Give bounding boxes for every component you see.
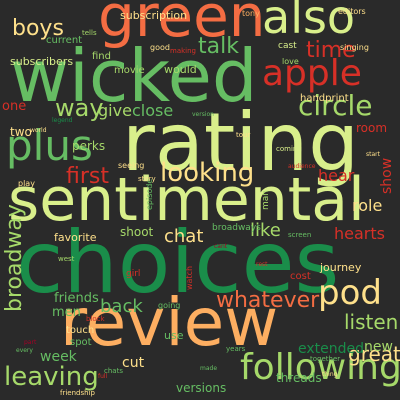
word-screen: screen	[288, 231, 312, 239]
word-use: use	[164, 329, 184, 342]
word-pod: pod	[318, 273, 382, 313]
word-handprint: handprint	[300, 93, 349, 104]
word-first: first	[66, 164, 109, 189]
word-give: give	[98, 101, 132, 120]
word-cant: cant	[214, 243, 228, 250]
word-going: going	[158, 301, 181, 310]
word-rating: rating	[122, 96, 359, 189]
word-circle: circle	[298, 89, 373, 122]
word-seeing: seeing	[118, 161, 145, 170]
word-find: find	[92, 51, 111, 62]
word-back: back	[100, 296, 143, 317]
word-leaving: leaving	[4, 362, 99, 392]
word-show: show	[379, 157, 395, 194]
word-full: full	[98, 373, 108, 380]
word-boys: boys	[12, 16, 64, 41]
word-thing: thing	[322, 371, 338, 378]
word-making: making	[170, 47, 196, 55]
word-green: green	[98, 0, 266, 50]
word-two: two	[10, 125, 32, 139]
word-perks: perks	[72, 139, 106, 153]
word-looking: looking	[160, 158, 255, 188]
word-west: west	[58, 255, 75, 263]
word-friendship: friendship	[60, 389, 95, 397]
word-subscribers: subscribers	[10, 55, 74, 68]
word-years: years	[226, 345, 246, 353]
word-great: great	[348, 342, 400, 366]
word-version: version	[192, 111, 214, 118]
word-episode: episode	[145, 178, 154, 210]
word-every: every	[16, 347, 33, 354]
word-legend: legend	[52, 117, 73, 124]
word-audience: audience	[288, 163, 316, 170]
word-wicked: wicked	[10, 34, 258, 118]
word-apple: apple	[262, 53, 362, 94]
word-editors: editors	[338, 7, 366, 16]
word-cost: cost	[290, 271, 311, 282]
word-world: world	[30, 127, 47, 134]
word-movie: movie	[114, 65, 145, 76]
word-review: review	[60, 284, 279, 361]
word-shoot: shoot	[120, 225, 154, 239]
word-watch: watch	[185, 265, 194, 290]
word-also: also	[262, 0, 356, 44]
word-chat: chat	[164, 226, 204, 247]
word-new: new	[364, 339, 393, 355]
word-spot: spot	[70, 337, 92, 348]
word-favorite: favorite	[54, 231, 97, 244]
word-tells: tells	[82, 29, 97, 37]
word-friends: friends	[54, 291, 99, 306]
word-threads: threads	[276, 371, 322, 385]
word-extended: extended	[298, 341, 365, 357]
word-hearts: hearts	[334, 224, 385, 243]
word-men: men	[52, 305, 81, 320]
word-current: current	[46, 35, 83, 46]
word-talk: talk	[198, 34, 239, 59]
word-singing: singing	[340, 43, 369, 52]
word-block: block	[86, 315, 105, 323]
word-play: play	[18, 179, 35, 188]
word-tony: tony	[242, 9, 260, 18]
word-way: way	[55, 94, 104, 122]
word-like: like	[250, 220, 281, 241]
word-man: man	[261, 190, 271, 210]
word-listen: listen	[344, 310, 399, 334]
word-whatever: whatever	[216, 288, 320, 313]
word-subscription: subscription	[120, 9, 188, 22]
word-rest: rest	[256, 261, 268, 268]
word-close: close	[132, 101, 174, 120]
word-girl: girl	[126, 269, 141, 279]
word-made: made	[200, 365, 218, 372]
word-time: time	[306, 38, 356, 63]
word-touch: touch	[66, 325, 95, 336]
word-coming: coming	[276, 145, 302, 153]
word-week: week	[40, 349, 77, 365]
word-broadways: broadways	[212, 223, 261, 233]
word-would: would	[164, 63, 197, 76]
word-love: love	[282, 57, 299, 66]
word-good: good	[150, 43, 170, 52]
word-one: one	[2, 99, 27, 114]
word-hear: hear	[318, 166, 355, 185]
word-tour: tour	[236, 131, 251, 139]
word-versions: versions	[176, 381, 227, 395]
word-role: role	[352, 196, 383, 215]
word-broadway: broadway	[2, 204, 27, 312]
word-start: start	[366, 151, 380, 158]
word-story: story	[138, 175, 156, 183]
word-following: following	[240, 347, 400, 388]
word-plus: plus	[6, 121, 93, 170]
word-cut: cut	[122, 355, 145, 371]
word-sentimental: sentimental	[8, 165, 365, 235]
word-journey: journey	[320, 261, 362, 274]
word-chats: chats	[104, 367, 123, 375]
word-room: room	[356, 121, 388, 135]
word-cast: cast	[278, 41, 297, 51]
word-together: together	[310, 355, 341, 363]
word-part: part	[24, 339, 37, 346]
word-choices: choices	[16, 213, 340, 313]
